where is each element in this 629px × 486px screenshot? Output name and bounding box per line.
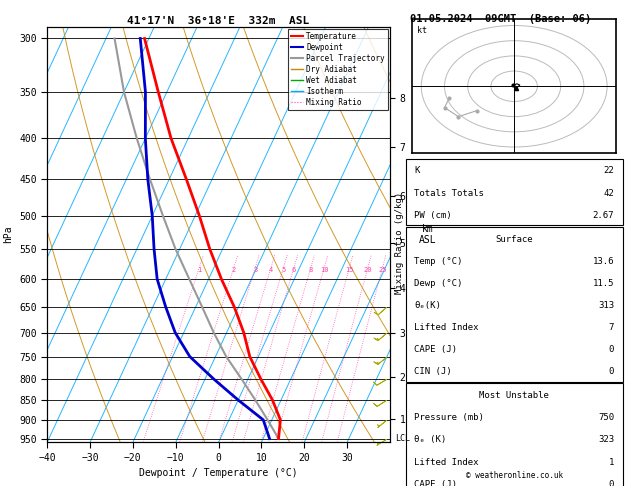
X-axis label: Dewpoint / Temperature (°C): Dewpoint / Temperature (°C)	[139, 468, 298, 478]
Text: Lifted Index: Lifted Index	[415, 457, 479, 467]
Text: Mixing Ratio (g/kg): Mixing Ratio (g/kg)	[395, 192, 404, 294]
Text: 3: 3	[253, 267, 257, 273]
Text: 25: 25	[378, 267, 387, 273]
Text: Dewp (°C): Dewp (°C)	[415, 279, 463, 288]
Bar	[406, 383, 623, 486]
Text: LCL: LCL	[396, 434, 411, 443]
Text: 6: 6	[292, 267, 296, 273]
Text: θₑ(K): θₑ(K)	[415, 301, 442, 310]
Bar	[406, 227, 623, 382]
Text: 2.67: 2.67	[593, 211, 614, 220]
Bar	[406, 159, 623, 225]
Text: Totals Totals: Totals Totals	[415, 189, 484, 198]
Text: 4: 4	[269, 267, 273, 273]
Text: 0: 0	[609, 480, 614, 486]
Text: PW (cm): PW (cm)	[415, 211, 452, 220]
Text: CIN (J): CIN (J)	[415, 367, 452, 376]
Text: 11.5: 11.5	[593, 279, 614, 288]
Text: Temp (°C): Temp (°C)	[415, 257, 463, 266]
Text: 7: 7	[609, 323, 614, 332]
Text: Lifted Index: Lifted Index	[415, 323, 479, 332]
Text: 2: 2	[231, 267, 236, 273]
Text: Most Unstable: Most Unstable	[479, 391, 549, 400]
Text: kt: kt	[416, 25, 426, 35]
Text: Surface: Surface	[496, 235, 533, 243]
Text: CAPE (J): CAPE (J)	[415, 480, 457, 486]
Text: 313: 313	[598, 301, 614, 310]
Text: Pressure (mb): Pressure (mb)	[415, 413, 484, 422]
Text: K: K	[415, 166, 420, 175]
Text: 20: 20	[364, 267, 372, 273]
Text: 01.05.2024  09GMT  (Base: 06): 01.05.2024 09GMT (Base: 06)	[410, 14, 591, 24]
Text: 750: 750	[598, 413, 614, 422]
Y-axis label: km
ASL: km ASL	[419, 224, 437, 245]
Text: 0: 0	[609, 367, 614, 376]
Text: 13.6: 13.6	[593, 257, 614, 266]
Y-axis label: hPa: hPa	[4, 226, 14, 243]
Text: 8: 8	[309, 267, 313, 273]
Title: 41°17'N  36°18'E  332m  ASL: 41°17'N 36°18'E 332m ASL	[128, 16, 309, 26]
Text: 5: 5	[281, 267, 286, 273]
Text: 10: 10	[320, 267, 328, 273]
Text: 15: 15	[345, 267, 353, 273]
Text: 42: 42	[603, 189, 614, 198]
Text: © weatheronline.co.uk: © weatheronline.co.uk	[465, 470, 563, 480]
Text: 0: 0	[609, 345, 614, 354]
Text: 323: 323	[598, 435, 614, 444]
Text: CAPE (J): CAPE (J)	[415, 345, 457, 354]
Text: 1: 1	[609, 457, 614, 467]
Text: 1: 1	[198, 267, 201, 273]
Text: 22: 22	[603, 166, 614, 175]
Text: θₑ (K): θₑ (K)	[415, 435, 447, 444]
Legend: Temperature, Dewpoint, Parcel Trajectory, Dry Adiabat, Wet Adiabat, Isotherm, Mi: Temperature, Dewpoint, Parcel Trajectory…	[289, 29, 387, 109]
